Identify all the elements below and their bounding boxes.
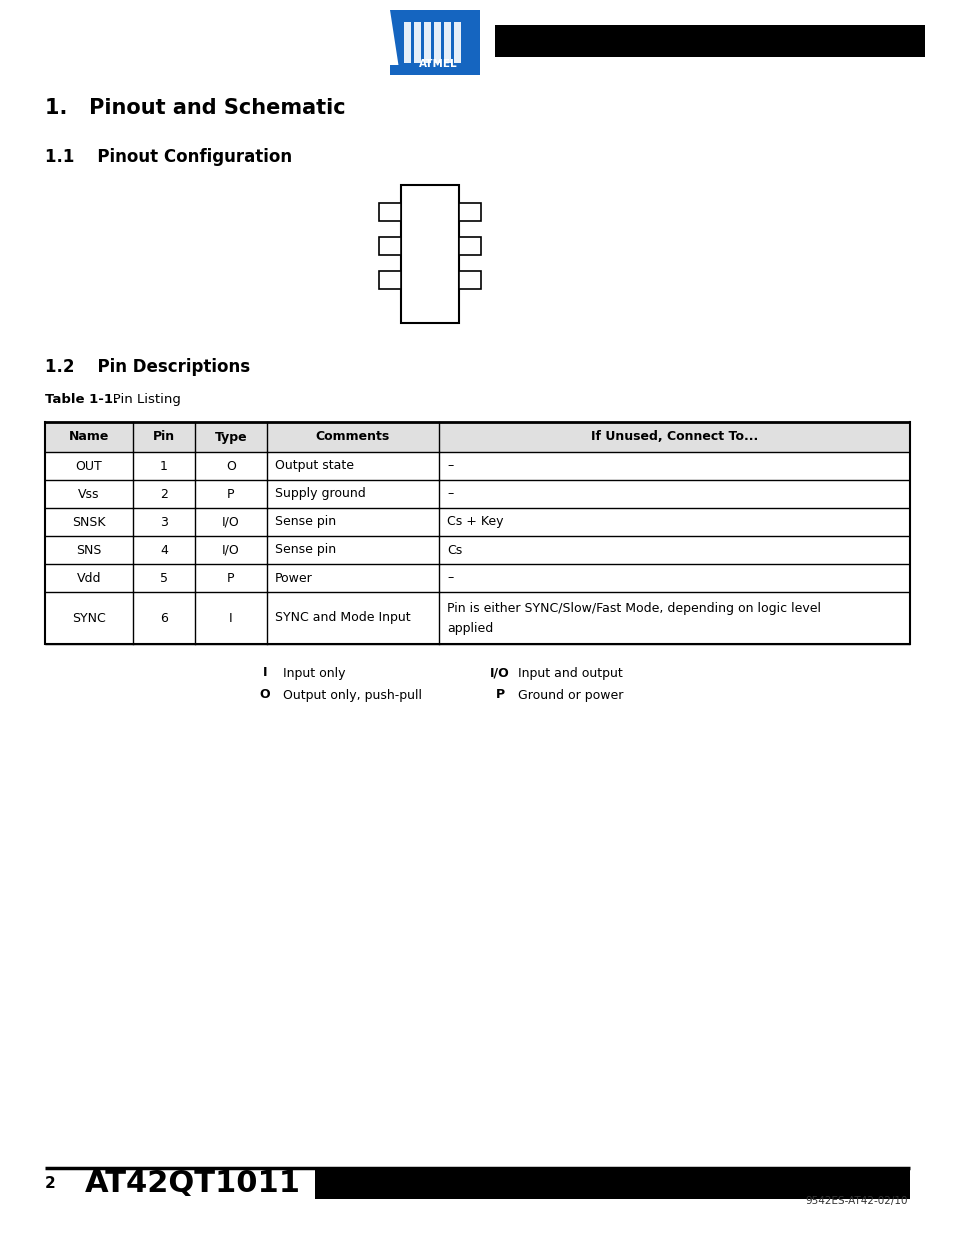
Bar <box>378 203 400 221</box>
Text: P: P <box>495 688 504 701</box>
Text: 1: 1 <box>160 459 168 473</box>
Text: AT42QT1011: AT42QT1011 <box>85 1168 301 1198</box>
Bar <box>378 237 400 254</box>
Text: 2: 2 <box>160 488 168 500</box>
Text: I/O: I/O <box>490 667 509 679</box>
Text: Power: Power <box>274 572 313 584</box>
Text: I/O: I/O <box>222 515 239 529</box>
Text: SYNC: SYNC <box>72 611 106 625</box>
Text: O: O <box>226 459 235 473</box>
Text: Output only, push-pull: Output only, push-pull <box>283 688 421 701</box>
Text: –: – <box>447 572 453 584</box>
Text: Pin Listing: Pin Listing <box>100 393 181 406</box>
Text: SYNC and Mode Input: SYNC and Mode Input <box>274 611 410 625</box>
Text: Input only: Input only <box>283 667 345 679</box>
Bar <box>423 22 431 63</box>
Text: Ground or power: Ground or power <box>517 688 622 701</box>
Bar <box>495 25 924 57</box>
Text: Vss: Vss <box>78 488 100 500</box>
Text: Cs: Cs <box>447 543 462 557</box>
Bar <box>314 1170 909 1199</box>
Text: 5: 5 <box>160 572 168 584</box>
Text: P: P <box>227 488 234 500</box>
Text: ®: ® <box>470 15 476 21</box>
Text: 1.2    Pin Descriptions: 1.2 Pin Descriptions <box>45 358 250 375</box>
Text: 4: 4 <box>160 543 168 557</box>
Text: O: O <box>259 688 270 701</box>
Text: Sense pin: Sense pin <box>274 515 335 529</box>
Text: Name: Name <box>69 431 109 443</box>
Text: I: I <box>262 667 267 679</box>
Bar <box>45 422 909 452</box>
Text: If Unused, Connect To...: If Unused, Connect To... <box>590 431 758 443</box>
Text: 9542ES-AT42-02/10: 9542ES-AT42-02/10 <box>804 1195 907 1207</box>
Text: Input and output: Input and output <box>517 667 622 679</box>
Text: SNS: SNS <box>76 543 102 557</box>
Text: I/O: I/O <box>222 543 239 557</box>
Text: Type: Type <box>214 431 247 443</box>
Text: –: – <box>447 488 453 500</box>
Text: P: P <box>227 572 234 584</box>
Bar <box>454 22 460 63</box>
Bar <box>403 22 411 63</box>
Bar <box>458 237 480 254</box>
Bar <box>443 22 451 63</box>
Text: Supply ground: Supply ground <box>274 488 365 500</box>
Bar <box>414 22 420 63</box>
Text: Comments: Comments <box>315 431 390 443</box>
Text: 3: 3 <box>160 515 168 529</box>
Text: applied: applied <box>447 622 493 635</box>
Text: Output state: Output state <box>274 459 354 473</box>
Bar <box>458 270 480 289</box>
Text: Sense pin: Sense pin <box>274 543 335 557</box>
Bar <box>434 22 440 63</box>
Bar <box>400 185 458 324</box>
Text: OUT: OUT <box>75 459 102 473</box>
Text: 2: 2 <box>45 1176 55 1191</box>
Polygon shape <box>390 10 479 75</box>
Text: Pin is either SYNC/Slow/Fast Mode, depending on logic level: Pin is either SYNC/Slow/Fast Mode, depen… <box>447 601 821 615</box>
Text: 1.1    Pinout Configuration: 1.1 Pinout Configuration <box>45 148 292 165</box>
Bar <box>458 203 480 221</box>
Text: 1.   Pinout and Schematic: 1. Pinout and Schematic <box>45 98 345 119</box>
Text: ATMEL: ATMEL <box>418 59 456 69</box>
Text: 6: 6 <box>160 611 168 625</box>
Text: Table 1-1.: Table 1-1. <box>45 393 118 406</box>
Text: Cs + Key: Cs + Key <box>447 515 503 529</box>
Text: SNSK: SNSK <box>72 515 106 529</box>
Text: I: I <box>229 611 233 625</box>
Text: Vdd: Vdd <box>76 572 101 584</box>
Text: Pin: Pin <box>152 431 175 443</box>
Bar <box>378 270 400 289</box>
Bar <box>390 65 475 75</box>
Text: –: – <box>447 459 453 473</box>
